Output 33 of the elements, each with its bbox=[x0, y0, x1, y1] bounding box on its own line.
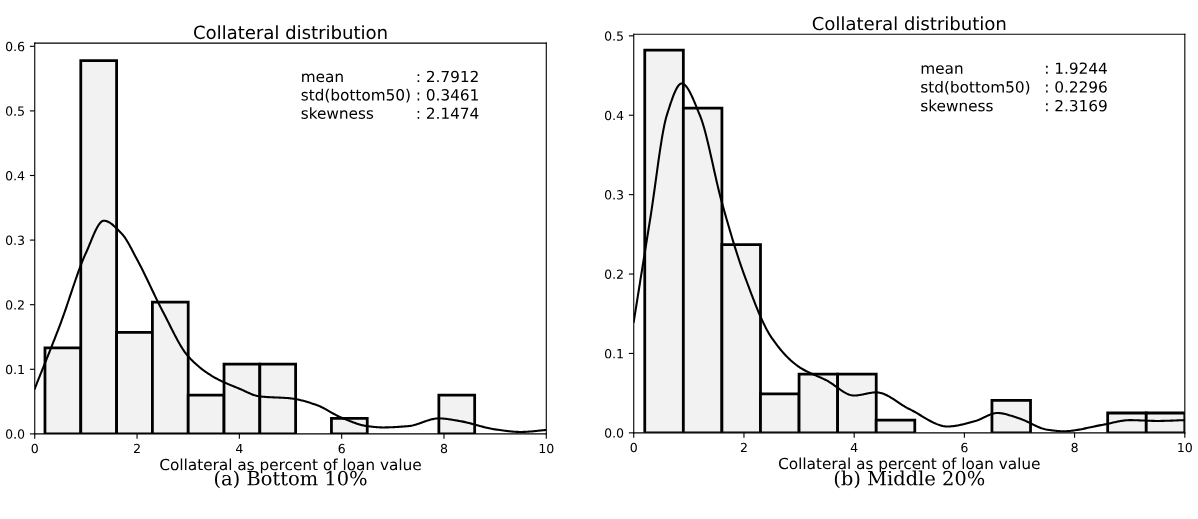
text: mean : 2.7912 bbox=[302, 70, 478, 83]
y-tick-label: 0.0 bbox=[604, 428, 624, 438]
x-tick-label: 4 bbox=[850, 442, 858, 453]
y-tick-label: 0.2 bbox=[5, 300, 24, 310]
x-tick-label: 2 bbox=[740, 442, 747, 453]
y-tick-label: 0.1 bbox=[604, 348, 623, 359]
x-tick-label: 0 bbox=[31, 443, 38, 454]
y-tick-label: 0.5 bbox=[5, 106, 24, 116]
y-tick-label: 0.4 bbox=[604, 110, 624, 121]
x-tick-label: 0 bbox=[630, 442, 637, 453]
x-tick-label: 8 bbox=[440, 443, 448, 454]
y-tick-label: 0.4 bbox=[5, 170, 25, 181]
y-tick-label: 0.1 bbox=[5, 364, 24, 375]
x-tick-label: 6 bbox=[338, 443, 345, 454]
text: skewness : 2.1474 bbox=[301, 107, 479, 119]
y-tick-label: 0.6 bbox=[5, 41, 25, 52]
y-tick-label: 0.5 bbox=[604, 31, 623, 41]
y-tick-label: 0.0 bbox=[5, 429, 25, 439]
y-tick-label: 0.2 bbox=[604, 269, 623, 279]
x-tick-label: 2 bbox=[133, 443, 140, 454]
x-tick-label: 6 bbox=[961, 442, 968, 453]
x-tick-label: 4 bbox=[236, 443, 243, 454]
x-tick-label: 8 bbox=[1071, 442, 1078, 453]
text: skewness : 2.3169 bbox=[921, 99, 1107, 112]
x-tick-label: 10 bbox=[1178, 442, 1192, 453]
chart-title: Collateral distribution bbox=[193, 25, 387, 40]
chart-title: Collateral distribution bbox=[812, 16, 1006, 31]
x-tick-label: 10 bbox=[539, 443, 554, 454]
annotation: std(bottom50) : 0.3461 bbox=[301, 88, 478, 103]
text: mean : 1.9244 bbox=[921, 62, 1107, 74]
y-tick-label: 0.3 bbox=[5, 235, 25, 246]
y-tick-label: 0.3 bbox=[604, 190, 624, 200]
annotation: std(bottom50) : 0.2296 bbox=[921, 80, 1107, 95]
